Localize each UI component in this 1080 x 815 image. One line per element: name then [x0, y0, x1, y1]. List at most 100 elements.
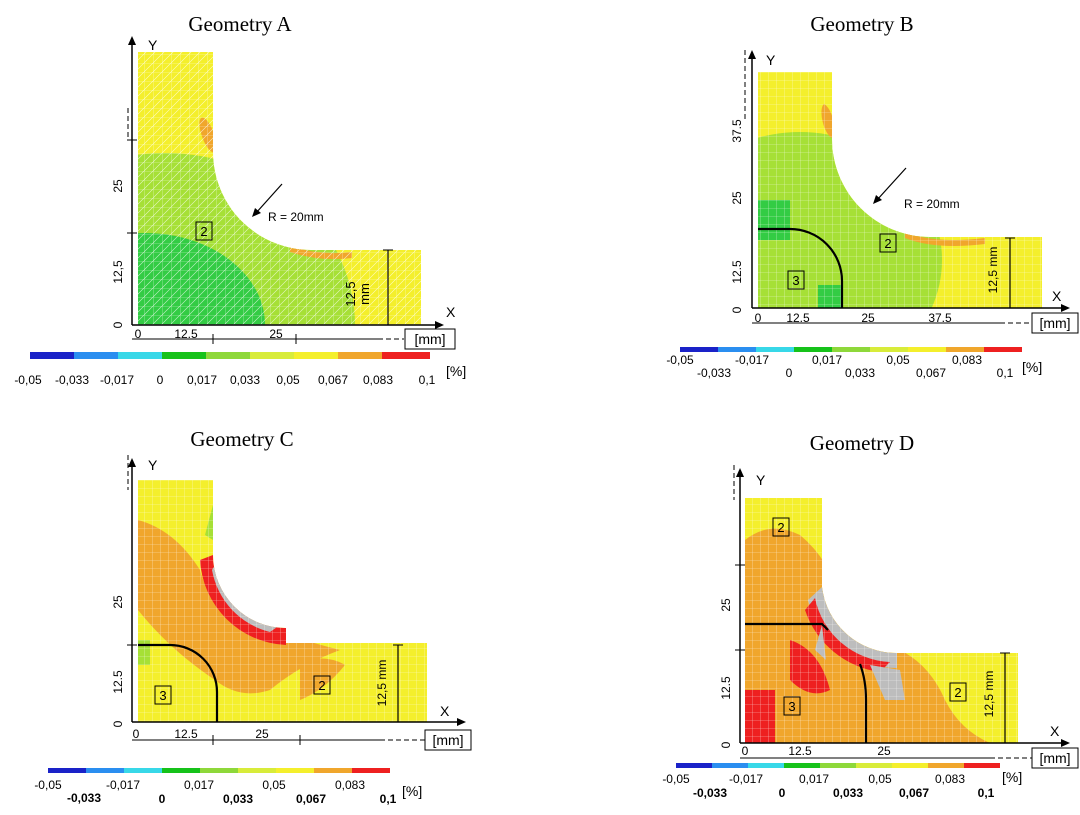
y-axis-label: Y: [766, 52, 776, 68]
scale-value: -0,05: [666, 353, 694, 367]
scale-value: 0,017: [799, 772, 829, 786]
radius-label: R = 20mm: [904, 197, 960, 211]
unit-label: [mm]: [432, 732, 463, 748]
scale-value: 0,083: [335, 778, 365, 792]
x-tick-25: 25: [255, 727, 269, 741]
scale-value: 0,033: [845, 366, 875, 380]
y-tick-0: 0: [111, 720, 125, 727]
y-tick-25: 25: [719, 598, 733, 612]
radius-arrow-icon: [252, 208, 261, 217]
x-axis-arrow-icon: [1061, 739, 1070, 747]
scale-value: 0,067: [899, 786, 929, 800]
scale-value: 0: [786, 366, 793, 380]
scale-value: 0,067: [318, 373, 348, 387]
y-tick-12-5: 12,5: [111, 260, 125, 284]
thickness-label: 12,5 mm: [986, 247, 1000, 294]
x-tick-25: 25: [269, 327, 283, 341]
scale-value: 0,05: [868, 772, 892, 786]
region-box: [195, 221, 213, 241]
scale-value: -0,017: [100, 373, 134, 387]
region-boundary-3: [758, 227, 844, 308]
y-tick-0: 0: [730, 306, 744, 313]
color-scale: [30, 352, 430, 359]
thickness-label: 12,5: [343, 281, 358, 306]
scale-value: 0,033: [223, 792, 253, 806]
unit-label: [mm]: [414, 331, 445, 347]
scale-value: 0,067: [916, 366, 946, 380]
x-axis-label: X: [1052, 288, 1062, 304]
x-axis-arrow-icon: [457, 718, 466, 726]
scale-value: 0,033: [833, 786, 863, 800]
scale-value: 0,017: [812, 353, 842, 367]
x-axis-label: X: [440, 703, 450, 719]
y-axis-arrow-icon: [748, 50, 756, 59]
region-boundary-lower: [858, 663, 868, 743]
scale-value: 0,033: [230, 373, 260, 387]
scale-value: 0,05: [276, 373, 300, 387]
y-tick-12-5: 12.5: [730, 260, 744, 284]
region-label: 3: [159, 688, 166, 703]
region-box: [313, 675, 331, 695]
panel-title: Geometry B: [810, 12, 913, 36]
x-tick-0: 0: [135, 327, 142, 341]
radius-label: R = 20mm: [268, 210, 324, 224]
scale-value: 0,083: [935, 772, 965, 786]
scale-value: -0,017: [735, 353, 769, 367]
x-axis-label: X: [446, 304, 456, 320]
scale-value: -0,05: [662, 772, 690, 786]
region-label: 2: [954, 685, 961, 700]
scale-value: 0,017: [184, 778, 214, 792]
scale-value: -0,05: [34, 778, 62, 792]
y-tick-12-5: 12.5: [719, 676, 733, 700]
panel-geometry-c: Geometry C Y X 0 12.5 25 [mm] 0 12.: [34, 427, 472, 806]
x-axis-arrow-icon: [1061, 304, 1070, 312]
y-axis-label: Y: [756, 472, 766, 488]
y-tick-25: 25: [730, 191, 744, 205]
x-tick-25: 25: [877, 744, 891, 758]
thickness-label: 12,5 mm: [375, 660, 389, 707]
thickness-label: 12,5 mm: [982, 671, 996, 718]
scale-value: 0: [159, 792, 166, 806]
region-box: [772, 517, 790, 537]
contour-plot: [138, 480, 427, 722]
scale-value: -0,017: [729, 772, 763, 786]
y-axis-label: Y: [148, 457, 158, 473]
panel-title: Geometry A: [188, 12, 292, 36]
region-box: [154, 685, 172, 705]
y-axis-arrow-icon: [128, 458, 136, 467]
region-label: 2: [777, 520, 784, 535]
y-tick-25: 25: [111, 595, 125, 609]
scale-value: -0,033: [697, 366, 731, 380]
y-tick-25: 25: [111, 179, 125, 193]
y-axis-arrow-icon: [128, 36, 136, 45]
x-tick-25: 25: [861, 311, 875, 325]
region-label: 2: [884, 236, 891, 251]
x-tick-0: 0: [742, 744, 749, 758]
region-label: 3: [792, 273, 799, 288]
scale-value: 0: [779, 786, 786, 800]
panel-title: Geometry C: [190, 427, 293, 451]
radius-arrow: [876, 167, 907, 201]
panel-geometry-b: Geometry B Y X 0 12.5 25 37.5 [mm] 0 12.…: [666, 12, 1079, 380]
scale-value: 0,1: [978, 786, 995, 800]
unit-label: [mm]: [1039, 750, 1070, 766]
region-label: 2: [318, 678, 325, 693]
contour-plot: [758, 72, 1042, 308]
unit-label: [mm]: [1039, 315, 1070, 331]
region-label: 3: [788, 699, 795, 714]
x-tick-0: 0: [133, 727, 140, 741]
x-axis-label: X: [1050, 723, 1060, 739]
panel-title: Geometry D: [810, 431, 914, 455]
x-tick-12-5: 12.5: [174, 727, 198, 741]
x-tick-12-5: 12.5: [788, 744, 812, 758]
scale-unit: [%]: [402, 783, 422, 799]
scale-unit: [%]: [446, 363, 466, 379]
x-tick-12-5: 12.5: [786, 311, 810, 325]
x-tick-12-5: 12.5: [174, 327, 198, 341]
y-axis-label: Y: [148, 37, 158, 53]
scale-value: 0: [157, 373, 164, 387]
scale-value: -0,017: [106, 778, 140, 792]
scale-value: 0,1: [380, 792, 397, 806]
thickness-unit: mm: [357, 283, 372, 305]
color-scale: [48, 768, 390, 773]
